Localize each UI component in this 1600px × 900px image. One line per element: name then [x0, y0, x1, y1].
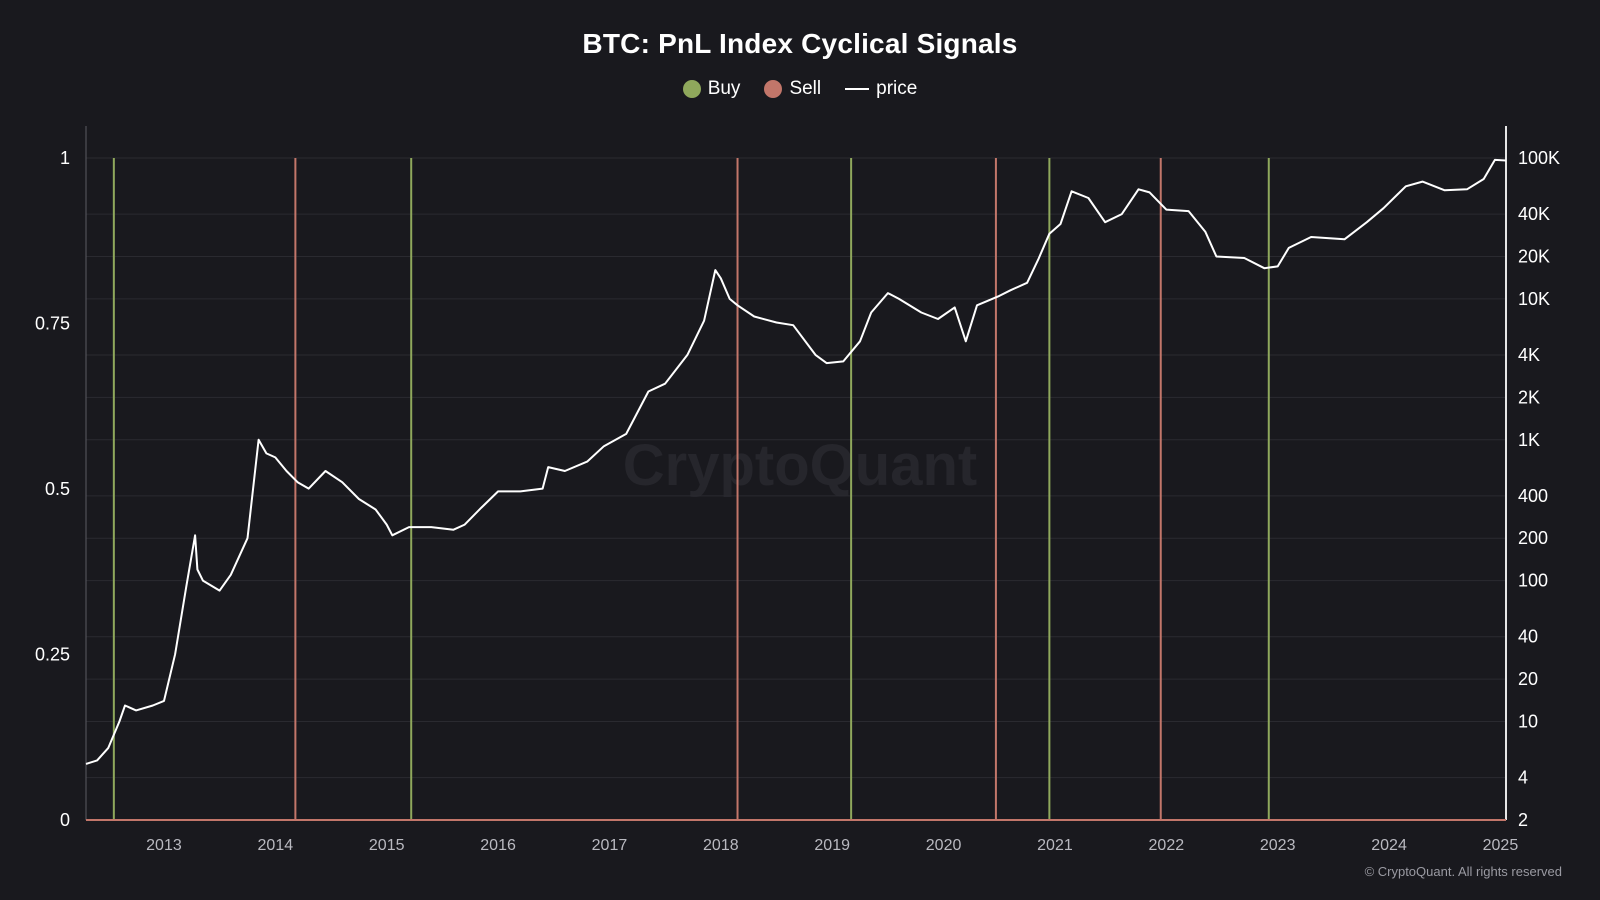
y-right-tick-label: 10	[1518, 712, 1538, 732]
chart-title: BTC: PnL Index Cyclical Signals	[582, 28, 1018, 59]
grid-lines	[86, 157, 1506, 821]
signal-lines	[112, 158, 1270, 820]
x-tick-label: 2022	[1149, 837, 1185, 854]
y-right-tick-label: 100K	[1518, 148, 1560, 168]
y-right-tick-label: 1K	[1518, 430, 1540, 450]
chart-legend: Buy Sell price	[0, 78, 1600, 100]
legend-sell-dot	[764, 80, 783, 98]
price-series-line	[85, 158, 1507, 765]
legend-item-price[interactable]: price	[845, 78, 917, 100]
legend-sell-label: Sell	[789, 78, 822, 99]
y-right-tick-label: 200	[1518, 528, 1548, 548]
y-right-tick-label: 2K	[1518, 387, 1540, 407]
y-right-tick-label: 400	[1518, 486, 1548, 506]
x-tick-label: 2019	[814, 837, 850, 854]
x-tick-label: 2025	[1483, 837, 1519, 854]
x-tick-label: 2013	[146, 837, 182, 854]
x-tick-label: 2015	[369, 837, 405, 854]
x-tick-label: 2021	[1037, 837, 1073, 854]
y-left-tick-label: 0.5	[45, 479, 70, 499]
y-left-tick-label: 0.75	[35, 314, 70, 334]
y-right-tick-label: 4	[1518, 768, 1528, 788]
legend-item-buy[interactable]: Buy	[682, 78, 741, 100]
x-tick-label: 2023	[1260, 837, 1296, 854]
y-right-tick-label: 20	[1518, 669, 1538, 689]
legend-item-sell[interactable]: Sell	[764, 78, 821, 100]
price-series	[85, 158, 1507, 821]
legend-buy-dot	[682, 80, 701, 98]
axes	[85, 126, 1507, 821]
x-tick-label: 2018	[703, 837, 739, 854]
x-tick-label: 2020	[926, 837, 962, 854]
x-tick-label: 2014	[258, 837, 294, 854]
y-right-tick-label: 40	[1518, 627, 1538, 647]
y-left-tick-label: 0.25	[35, 645, 70, 665]
y-left-tick-label: 0	[60, 810, 70, 830]
copyright-notice: © CryptoQuant. All rights reserved	[1364, 864, 1562, 879]
y-right-tick-label: 20K	[1518, 246, 1550, 266]
x-tick-label: 2017	[592, 837, 628, 854]
legend-buy-label: Buy	[707, 78, 741, 99]
y-right-tick-label: 4K	[1518, 345, 1540, 365]
y-right-tick-label: 10K	[1518, 289, 1550, 309]
x-tick-label: 2024	[1371, 837, 1407, 854]
y-left-tick-label: 1	[60, 148, 70, 168]
legend-price-line	[845, 88, 870, 90]
legend-price-label: price	[876, 78, 918, 99]
y-right-tick-label: 100	[1518, 571, 1548, 591]
y-right-tick-label: 2	[1518, 810, 1528, 830]
y-right-tick-label: 40K	[1518, 204, 1550, 224]
tick-labels: 2 4 10 20 40 100 200 400 1K 2K 4K 10K 20K 40K 100K 0 0.2…	[35, 148, 1560, 854]
x-tick-label: 2016	[480, 837, 516, 854]
